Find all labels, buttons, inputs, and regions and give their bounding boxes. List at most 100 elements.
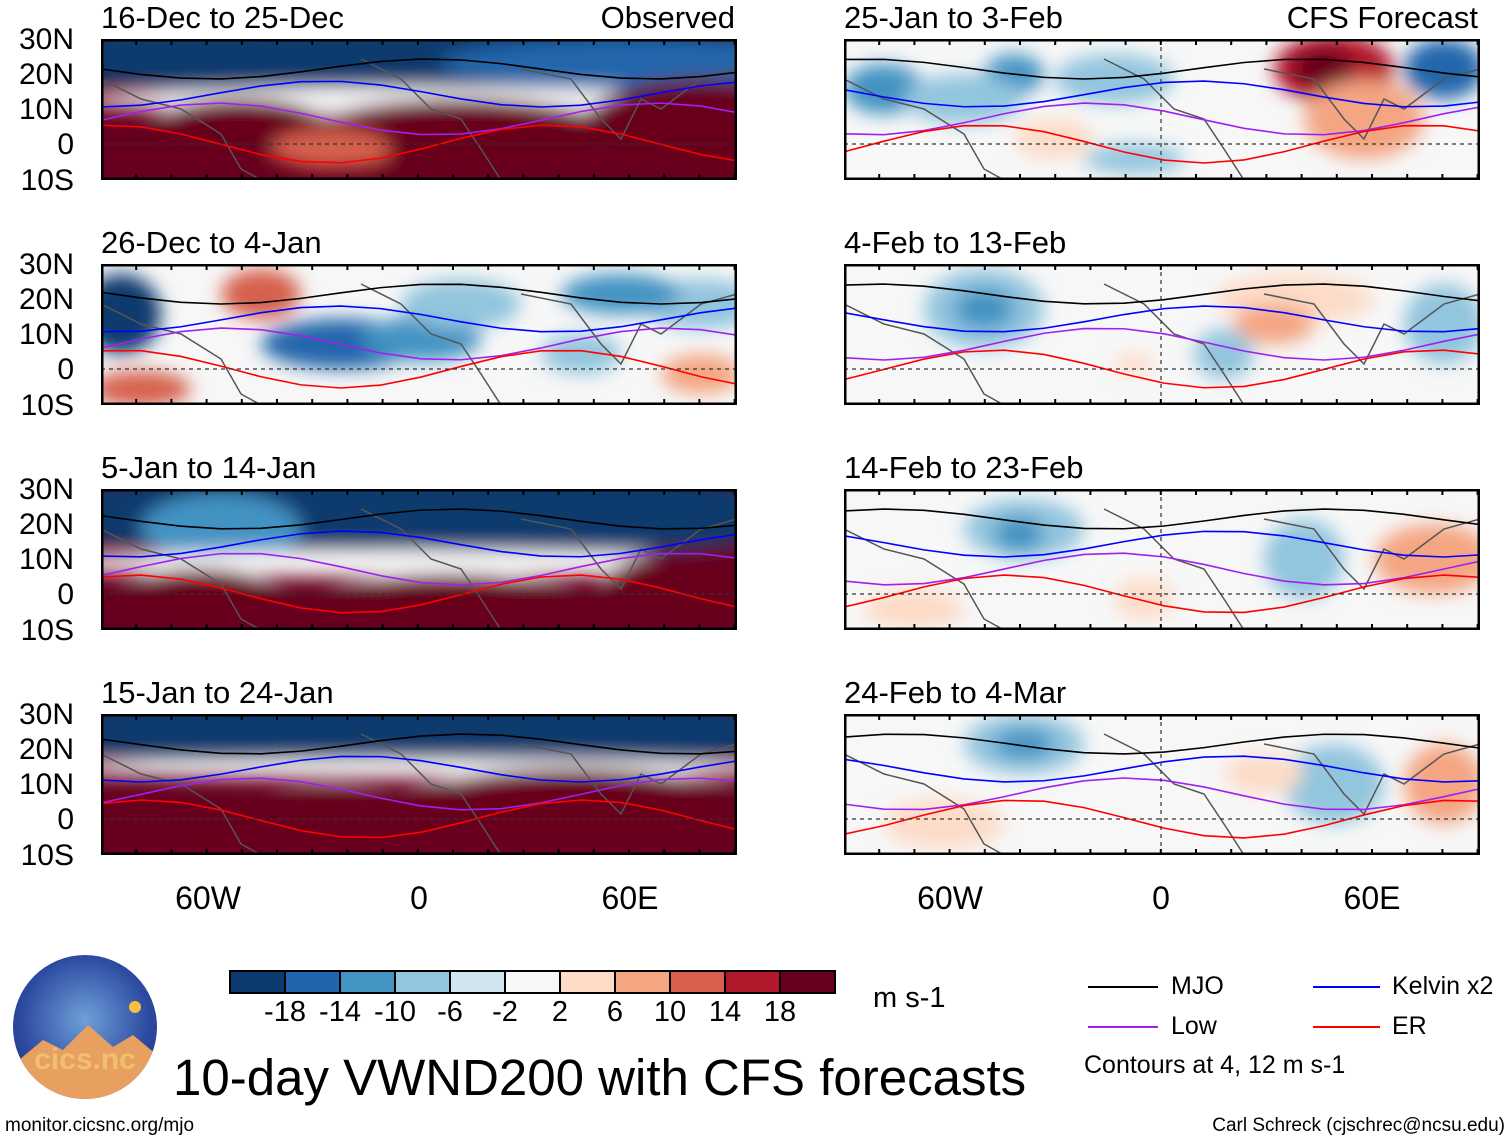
coastlines xyxy=(101,283,737,405)
contour-low xyxy=(844,552,1480,586)
wind-anomaly-blob xyxy=(1284,744,1384,824)
wind-anomaly-blob xyxy=(1224,754,1304,794)
panel-title: 25-Jan to 3-Feb xyxy=(844,0,1063,35)
footer-author: Carl Schreck (cjschrec@ncsu.edu) xyxy=(1212,1115,1505,1136)
logo-mountains-icon xyxy=(13,1001,157,1099)
wind-anomaly-blob xyxy=(1114,579,1174,619)
cics-logo: cics.nc xyxy=(13,955,157,1099)
lon-label: 0 xyxy=(410,880,428,916)
contour-note: Contours at 4, 12 m s-1 xyxy=(1084,1051,1346,1079)
colorbar-swatch xyxy=(726,972,781,992)
colorbar-tick-label: 18 xyxy=(763,996,797,1028)
panel-border xyxy=(844,714,1480,855)
panel-title: 5-Jan to 14-Jan xyxy=(101,450,317,485)
lat-label: 0 xyxy=(57,578,74,611)
lat-label: 20N xyxy=(18,58,74,91)
coastlines xyxy=(101,58,737,180)
wind-anomaly-blob xyxy=(1374,524,1480,594)
contour-mjo xyxy=(844,508,1480,530)
lat-label: 10N xyxy=(18,768,74,801)
legend-er-label: ER xyxy=(1392,1012,1427,1040)
contour-mjo xyxy=(844,733,1480,755)
lat-label: 20N xyxy=(18,508,74,541)
wind-anomaly-blob xyxy=(661,354,737,394)
legend-low-line xyxy=(1088,1026,1158,1028)
colorbar-swatch xyxy=(506,972,561,992)
panel-border xyxy=(844,39,1480,180)
wind-anomaly-blob xyxy=(1404,39,1480,99)
coastlines xyxy=(101,508,737,630)
lat-label: 10N xyxy=(18,543,74,576)
legend-kelvin-label: Kelvin x2 xyxy=(1392,972,1494,1000)
coastlines xyxy=(844,508,1480,630)
contour-kelvin xyxy=(101,530,737,558)
contour-er xyxy=(844,574,1480,614)
contour-mjo xyxy=(101,508,737,530)
legend-kelvin-line xyxy=(1313,986,1380,988)
colorbar-tick-label: -14 xyxy=(319,996,361,1028)
wind-anomaly-blob xyxy=(994,516,1044,552)
panel-border xyxy=(844,489,1480,630)
lat-label: 10S xyxy=(20,389,74,422)
lat-label: 0 xyxy=(57,353,74,386)
legend-mjo-line xyxy=(1088,986,1158,988)
lon-label: 60E xyxy=(601,880,659,916)
colorbar-swatch xyxy=(616,972,671,992)
contour-er xyxy=(101,124,737,164)
wind-anomaly-blob xyxy=(844,64,924,114)
wind-anomaly-blob xyxy=(1084,144,1184,174)
colorbar-units: m s-1 xyxy=(873,982,946,1014)
lat-label: 10S xyxy=(20,164,74,197)
panel-title: 16-Dec to 25-Dec xyxy=(101,0,344,35)
figure-title: 10-day VWND200 with CFS forecasts xyxy=(173,1049,1027,1106)
logo-text: cics.nc xyxy=(34,1043,136,1076)
panel-title: 4-Feb to 13-Feb xyxy=(844,225,1067,260)
wind-anomaly-blob xyxy=(441,39,737,89)
contour-kelvin xyxy=(101,80,737,108)
panel-tag: Observed xyxy=(600,0,735,35)
contour-kelvin xyxy=(844,755,1480,783)
wind-anomaly-blob xyxy=(1014,119,1094,159)
wind-anomaly-blob xyxy=(1404,284,1480,364)
lon-label: 0 xyxy=(1152,880,1170,916)
contour-kelvin xyxy=(101,755,737,783)
wind-anomaly-blob xyxy=(101,714,737,772)
colorbar-swatch xyxy=(231,972,286,992)
colorbar xyxy=(229,970,836,994)
wind-anomaly-blob xyxy=(1404,744,1480,824)
contour-low xyxy=(844,102,1480,136)
wind-anomaly-blob xyxy=(954,289,1014,329)
panel-border xyxy=(101,714,737,855)
legend-mjo-label: MJO xyxy=(1171,972,1224,1000)
contour-mjo xyxy=(101,733,737,755)
wind-anomaly-blob xyxy=(994,729,1054,759)
lon-label: 60W xyxy=(175,880,241,916)
lat-label: 0 xyxy=(57,128,74,161)
wind-anomaly-blob xyxy=(561,274,681,314)
legend-low-label: Low xyxy=(1171,1012,1217,1040)
lat-label: 30N xyxy=(18,23,74,56)
wind-anomaly-blob xyxy=(1264,519,1344,599)
contour-low xyxy=(844,777,1480,811)
wind-anomaly-blob xyxy=(601,549,737,629)
contour-mjo xyxy=(844,283,1480,305)
map-right-0 xyxy=(844,39,1480,180)
panel-border xyxy=(101,264,737,405)
contour-mjo xyxy=(844,58,1480,80)
wind-anomaly-blob xyxy=(271,789,391,829)
lat-label: 10S xyxy=(20,614,74,647)
contour-low xyxy=(101,102,737,136)
map-left-0 xyxy=(101,39,737,180)
footer-url[interactable]: monitor.cicsnc.org/mjo xyxy=(5,1115,195,1136)
panel-border xyxy=(101,489,737,630)
lon-label: 60W xyxy=(917,880,983,916)
wind-anomaly-blob xyxy=(121,569,281,629)
colorbar-swatch xyxy=(561,972,616,992)
colorbar-tick-label: 10 xyxy=(653,996,687,1028)
colorbar-swatch xyxy=(341,972,396,992)
lat-label: 30N xyxy=(18,473,74,506)
colorbar-tick-label: -18 xyxy=(264,996,306,1028)
wind-anomaly-blob xyxy=(271,129,391,169)
map-right-1 xyxy=(844,264,1480,405)
map-right-3 xyxy=(844,714,1480,855)
